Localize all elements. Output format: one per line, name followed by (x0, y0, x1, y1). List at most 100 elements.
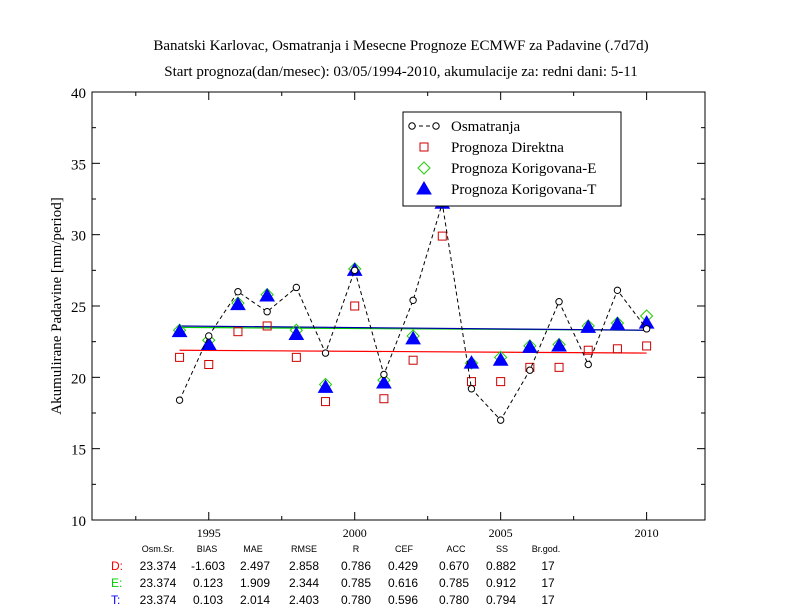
stats-cell: 23.374 (140, 559, 177, 573)
series-1 (175, 231, 652, 407)
x-tick-label: 2010 (635, 526, 659, 540)
data-point (350, 301, 360, 311)
data-point (205, 332, 213, 340)
data-point (204, 359, 214, 369)
legend-label: Prognoza Direktna (451, 140, 564, 156)
data-point (234, 288, 242, 296)
stats-cell: 0.780 (341, 593, 371, 607)
data-point (321, 349, 330, 357)
data-point (259, 288, 276, 302)
stats-cell: 0.670 (439, 559, 469, 573)
data-point (351, 266, 359, 275)
data-point (583, 345, 593, 355)
y-tick-label: 40 (71, 86, 86, 102)
stats-row-label: E: (111, 576, 122, 590)
data-point (408, 355, 418, 365)
stats-cell: 0.912 (486, 576, 516, 590)
data-point (380, 370, 388, 379)
stats-cell: 0.616 (388, 576, 418, 590)
x-tick-label: 2000 (343, 526, 367, 540)
data-point (467, 385, 476, 393)
data-point (526, 366, 534, 374)
trend-line (179, 349, 647, 354)
legend-marker (419, 142, 429, 152)
data-point (496, 416, 505, 424)
stats-cell: -1.603 (191, 559, 225, 573)
series-2 (172, 193, 654, 392)
data-point (551, 337, 567, 352)
data-point (496, 377, 506, 387)
data-point (466, 377, 476, 387)
x-tick-label: 1995 (197, 526, 221, 540)
series-3 (171, 195, 655, 393)
stats-cell: 0.123 (193, 576, 223, 590)
data-point (288, 326, 305, 341)
legend-marker (432, 122, 440, 130)
data-point (292, 283, 301, 292)
legend-marker (416, 181, 432, 195)
stats-cell: 17 (541, 559, 555, 573)
data-point (463, 355, 480, 369)
stats-header: SS (496, 544, 508, 554)
data-point (230, 296, 246, 311)
stats-cell: 2.497 (240, 559, 270, 573)
stats-header: Br.god. (532, 544, 561, 554)
stats-cell: 0.794 (486, 593, 516, 607)
data-point (321, 397, 331, 407)
stats-cell: 0.785 (341, 576, 371, 590)
data-point (200, 336, 217, 351)
data-point (492, 352, 509, 366)
data-point (379, 394, 389, 404)
stats-cell: 2.858 (289, 559, 319, 573)
data-point (521, 339, 538, 353)
y-tick-label: 25 (71, 300, 86, 316)
stats-cell: 17 (541, 593, 555, 607)
data-point (642, 325, 651, 333)
legend-label: Prognoza Korigovana-T (451, 182, 596, 198)
stats-cell: 23.374 (140, 593, 177, 607)
data-point (612, 344, 622, 354)
data-point (555, 298, 563, 306)
chart-title: Banatski Karlovac, Osmatranja i Mesecne … (153, 38, 648, 54)
stats-cell: 17 (541, 576, 555, 590)
data-point (613, 286, 622, 295)
stats-cell: 0.786 (341, 559, 371, 573)
data-point (263, 308, 271, 316)
data-point (317, 379, 334, 393)
stats-cell: 0.596 (388, 593, 418, 607)
stats-header: R (353, 544, 360, 554)
legend: Osmatranja Prognoza Direktna Prognoza Kori… (402, 111, 622, 207)
y-tick-label: 10 (71, 514, 86, 530)
stats-header: BIAS (197, 544, 218, 554)
stats-header: ACC (446, 544, 466, 554)
data-point (175, 396, 184, 404)
data-point (291, 352, 301, 362)
data-point (171, 323, 188, 338)
stats-cell: 2.014 (240, 593, 270, 607)
y-tick-label: 35 (71, 157, 86, 173)
stats-row-label: D: (111, 559, 123, 573)
stats-table: Osm.Sr. BIAS MAE RMSE R CEF ACC SS Br.god. D: 23.3… (111, 544, 560, 607)
data-point (405, 330, 421, 345)
data-point (262, 321, 272, 331)
stats-cell: 23.374 (140, 576, 177, 590)
stats-header: MAE (243, 544, 263, 554)
data-point (409, 296, 417, 304)
legend-box (402, 111, 622, 207)
y-tick-label: 30 (71, 229, 86, 245)
stats-header: RMSE (291, 544, 317, 554)
stats-row-label: T: (111, 593, 120, 607)
legend-marker (408, 122, 416, 130)
data-point (554, 362, 564, 372)
data-point (175, 352, 185, 362)
x-tick-label: 2005 (489, 526, 513, 540)
y-axis-label: Akumulirane Padavine [mm/period] (49, 197, 65, 414)
y-tick-label: 20 (71, 371, 86, 387)
chart-subtitle: Start prognoza(dan/mesec): 03/05/1994-20… (164, 64, 637, 80)
data-point (580, 319, 597, 333)
y-tick-label: 15 (71, 443, 86, 459)
legend-marker (417, 161, 431, 175)
stats-cell: 2.403 (289, 593, 319, 607)
stats-cell: 0.429 (388, 559, 418, 573)
